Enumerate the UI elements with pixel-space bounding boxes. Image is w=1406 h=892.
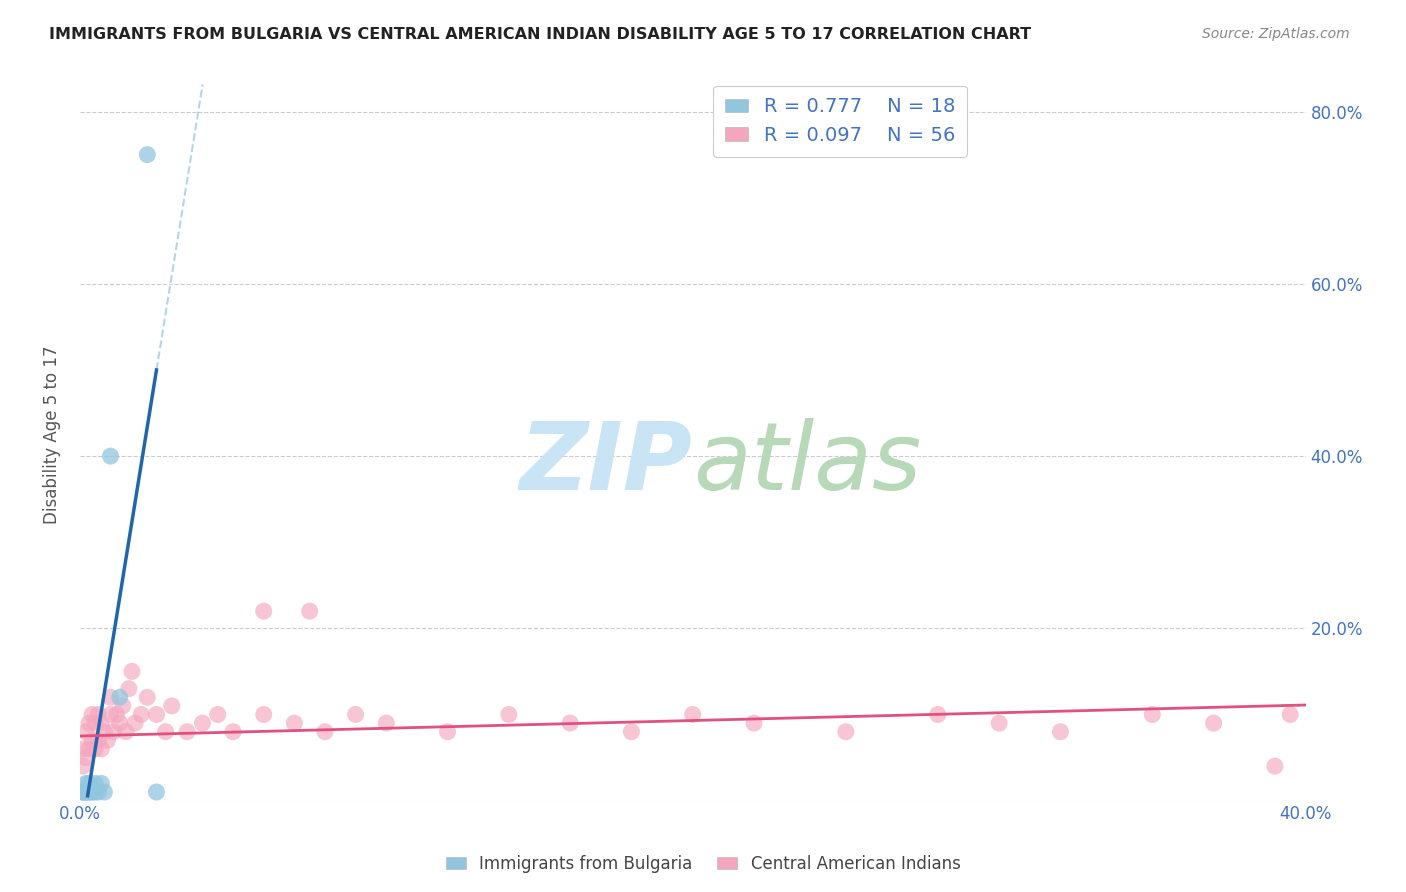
Point [253, 604, 276, 618]
Point [75, 776, 97, 790]
Point [108, 690, 131, 705]
Point [90, 776, 112, 790]
Point [118, 681, 141, 696]
Point [498, 707, 520, 722]
Point [298, 604, 321, 618]
Point [344, 707, 367, 722]
Point [558, 716, 581, 731]
Point [207, 707, 229, 722]
Point [90, 742, 112, 756]
Point [176, 724, 198, 739]
Point [620, 724, 643, 739]
Point [191, 716, 214, 731]
Point [84, 785, 107, 799]
Point [742, 716, 765, 731]
Point [111, 698, 134, 713]
Point [1142, 707, 1164, 722]
Point [72, 785, 94, 799]
Point [100, 449, 122, 463]
Point [72, 785, 94, 799]
Point [121, 665, 143, 679]
Point [129, 707, 152, 722]
Point [82, 785, 104, 799]
Text: ZIP: ZIP [520, 417, 693, 510]
Point [77, 785, 100, 799]
Point [72, 759, 94, 773]
Point [93, 724, 115, 739]
Point [114, 724, 136, 739]
Point [87, 785, 110, 799]
Point [87, 733, 110, 747]
Point [77, 776, 100, 790]
Point [75, 724, 97, 739]
Point [75, 750, 97, 764]
Point [145, 785, 167, 799]
Point [927, 707, 949, 722]
Point [77, 742, 100, 756]
Point [90, 716, 112, 731]
Point [72, 742, 94, 756]
Point [77, 785, 100, 799]
Point [75, 785, 97, 799]
Point [93, 785, 115, 799]
Point [222, 724, 245, 739]
Point [436, 724, 458, 739]
Point [100, 707, 122, 722]
Y-axis label: Disability Age 5 to 17: Disability Age 5 to 17 [44, 345, 60, 524]
Point [84, 742, 107, 756]
Point [82, 707, 104, 722]
Text: IMMIGRANTS FROM BULGARIA VS CENTRAL AMERICAN INDIAN DISABILITY AGE 5 TO 17 CORRE: IMMIGRANTS FROM BULGARIA VS CENTRAL AMER… [49, 27, 1032, 42]
Point [75, 785, 97, 799]
Point [835, 724, 858, 739]
Point [136, 147, 159, 161]
Point [124, 716, 146, 731]
Point [84, 716, 107, 731]
Text: atlas: atlas [693, 418, 921, 509]
Point [105, 707, 128, 722]
Point [155, 724, 177, 739]
Point [1202, 716, 1225, 731]
Point [145, 707, 167, 722]
Point [1279, 707, 1302, 722]
Point [72, 785, 94, 799]
Point [108, 716, 131, 731]
Point [283, 716, 305, 731]
Point [87, 707, 110, 722]
Point [77, 716, 100, 731]
Point [1264, 759, 1286, 773]
Legend: Immigrants from Bulgaria, Central American Indians: Immigrants from Bulgaria, Central Americ… [439, 848, 967, 880]
Point [75, 785, 97, 799]
Point [253, 707, 276, 722]
Legend: R = 0.777    N = 18, R = 0.097    N = 56: R = 0.777 N = 18, R = 0.097 N = 56 [713, 86, 966, 157]
Point [314, 724, 336, 739]
Point [82, 785, 104, 799]
Point [1049, 724, 1071, 739]
Point [160, 698, 183, 713]
Point [82, 733, 104, 747]
Point [375, 716, 398, 731]
Point [682, 707, 704, 722]
Point [100, 690, 122, 705]
Point [988, 716, 1011, 731]
Point [84, 776, 107, 790]
Point [96, 733, 118, 747]
Point [136, 690, 159, 705]
Point [103, 724, 125, 739]
Text: Source: ZipAtlas.com: Source: ZipAtlas.com [1202, 27, 1350, 41]
